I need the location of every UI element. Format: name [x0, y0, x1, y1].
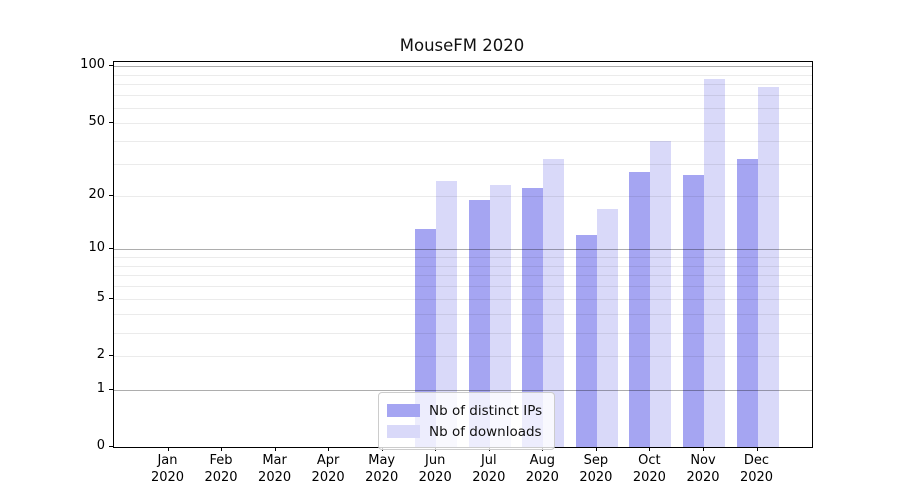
gridline-90 [114, 74, 812, 76]
bar-downloads-aug [543, 158, 565, 447]
bar-distinct-ips-sep [575, 235, 597, 447]
x-tick-label-feb: Feb 2020 [204, 453, 238, 485]
gridline-8 [114, 265, 812, 267]
x-tick-mark [328, 447, 330, 451]
x-tick-label-may: May 2020 [365, 453, 399, 485]
grid-layer [114, 62, 812, 447]
bar-downloads-oct [650, 140, 672, 447]
legend-swatch [387, 404, 420, 417]
gridline-2 [114, 356, 812, 358]
x-tick-label-dec: Dec 2020 [739, 453, 774, 485]
plot-area: Nb of distinct IPs Nb of downloads [113, 61, 813, 450]
bar-distinct-ips-oct [629, 172, 651, 447]
gridline-6 [114, 286, 812, 288]
gridline-50 [114, 122, 812, 124]
gridline-4 [114, 314, 812, 316]
gridline-7 [114, 275, 812, 277]
y-tick-mark [109, 248, 113, 250]
x-tick-label-jun: Jun 2020 [418, 453, 452, 485]
x-tick-mark [756, 447, 758, 451]
bar-distinct-ips-nov [682, 175, 704, 447]
x-tick-label-sep: Sep 2020 [579, 453, 613, 485]
y-tick-mark [109, 355, 113, 357]
bar-distinct-ips-dec [736, 158, 758, 447]
gridline-100 [114, 66, 812, 68]
gridline-10 [114, 249, 812, 251]
gridline-1 [114, 389, 812, 391]
bar-distinct-ips-jul [468, 199, 490, 447]
y-tick-mark [109, 65, 113, 67]
gridline-70 [114, 95, 812, 97]
gridline-30 [114, 163, 812, 165]
legend-swatch [387, 425, 420, 438]
y-tick-mark [109, 298, 113, 300]
gridline-20 [114, 195, 812, 197]
y-tick-mark [109, 388, 113, 390]
gridline-80 [114, 84, 812, 86]
legend-entry-downloads: Nb of downloads [387, 421, 542, 442]
legend-entry-distinct-ips: Nb of distinct IPs [387, 400, 542, 421]
x-tick-label-apr: Apr 2020 [311, 453, 345, 485]
x-tick-mark [167, 447, 169, 451]
bar-downloads-nov [703, 78, 725, 447]
gridline-3 [114, 332, 812, 334]
y-tick-label-1: 1 [96, 380, 105, 396]
legend-label: Nb of downloads [429, 423, 542, 440]
y-tick-label-20: 20 [88, 186, 105, 202]
gridline-5 [114, 299, 812, 301]
bar-downloads-sep [596, 208, 618, 447]
x-tick-mark [703, 447, 704, 451]
bar-distinct-ips-aug [522, 188, 544, 447]
gridline-60 [114, 107, 812, 109]
y-tick-label-5: 5 [96, 290, 105, 306]
x-tick-label-oct: Oct 2020 [632, 453, 666, 485]
gridline-9 [114, 257, 812, 258]
legend: Nb of distinct IPs Nb of downloads [378, 392, 556, 450]
y-tick-mark [109, 194, 113, 196]
y-tick-label-0: 0 [96, 438, 105, 453]
bar-downloads-dec [757, 86, 779, 447]
gridline-40 [114, 140, 812, 142]
x-tick-mark [649, 447, 651, 451]
y-tick-label-10: 10 [88, 240, 105, 256]
x-tick-label-nov: Nov 2020 [686, 453, 720, 485]
x-tick-mark [274, 447, 276, 451]
y-tick-mark [109, 121, 113, 123]
bars-layer [114, 62, 812, 447]
x-tick-label-mar: Mar 2020 [258, 453, 292, 485]
x-tick-label-jan: Jan 2020 [150, 453, 185, 485]
x-tick-mark [221, 447, 222, 451]
legend-label: Nb of distinct IPs [429, 402, 543, 419]
x-tick-label-aug: Aug 2020 [525, 453, 559, 485]
chart-title: MouseFM 2020 [399, 36, 525, 55]
bar-downloads-jul [489, 184, 511, 447]
x-tick-label-jul: Jul 2020 [472, 453, 506, 485]
x-tick-mark [595, 447, 597, 451]
y-tick-label-2: 2 [96, 347, 105, 363]
bar-downloads-jun [436, 181, 458, 447]
y-tick-label-50: 50 [88, 113, 105, 129]
y-tick-label-100: 100 [80, 57, 105, 73]
y-tick-mark [109, 446, 113, 447]
